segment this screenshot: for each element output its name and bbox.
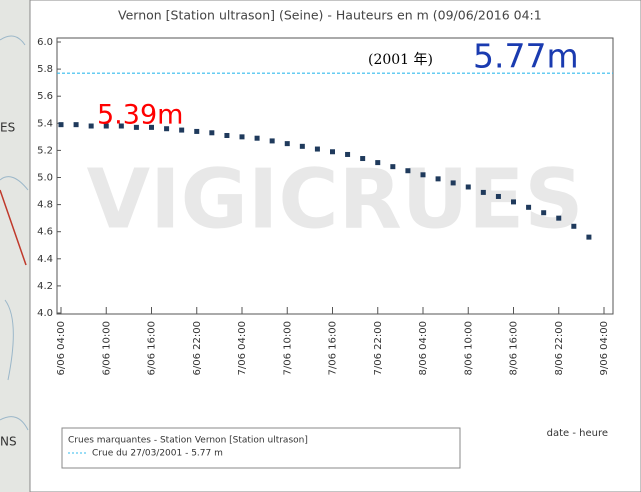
point	[465, 184, 471, 190]
x-tick-label: 6/06 22:00	[192, 321, 203, 375]
x-tick-label: 7/06 04:00	[237, 321, 248, 375]
point	[149, 124, 154, 130]
point	[420, 172, 426, 178]
point	[345, 151, 351, 157]
point	[390, 164, 396, 170]
y-tick-label: 4.2	[37, 281, 53, 292]
map-label: NS	[0, 435, 17, 449]
map-river	[0, 35, 29, 431]
x-tick-label: 8/06 16:00	[509, 321, 520, 375]
x-tick-label: 6/06 10:00	[101, 321, 112, 375]
map	[0, 0, 30, 492]
point	[284, 141, 290, 147]
point	[556, 215, 562, 221]
point	[435, 176, 441, 182]
point	[58, 122, 64, 128]
point	[88, 123, 94, 129]
map-strip: ES NS	[0, 0, 30, 492]
point	[299, 143, 305, 149]
x-tick-label: 9/06 04:00	[599, 321, 610, 375]
y-tick-label: 5.6	[37, 91, 53, 102]
point	[541, 210, 547, 216]
legend-entry: Crue du 27/03/2001 - 5.77 m	[92, 449, 223, 459]
chart-panel	[29, 0, 641, 492]
point	[224, 132, 230, 138]
x-tick-label: 8/06 04:00	[418, 321, 429, 375]
point	[571, 223, 577, 229]
x-tick-label: 7/06 22:00	[373, 321, 384, 375]
point	[179, 127, 185, 133]
point	[164, 126, 170, 132]
point	[103, 123, 109, 129]
chart-title: Vernon [Station ultrason] (Seine) - Haut…	[118, 8, 542, 23]
point	[133, 124, 139, 130]
annotation: (2001 年)	[368, 52, 433, 68]
legend-title: Crues marquantes - Station Vernon [Stati…	[68, 436, 308, 446]
point	[254, 135, 260, 141]
annotation: 5.39m	[97, 100, 183, 131]
x-axis-label: date - heure	[547, 428, 608, 439]
legend-box	[61, 427, 461, 469]
point	[118, 123, 124, 129]
x-tick-label: 8/06 10:00	[463, 321, 474, 375]
y-tick-label: 5.0	[37, 173, 53, 184]
point	[526, 204, 532, 210]
y-tick-label: 4.4	[37, 254, 53, 265]
x-tick-label: 7/06 16:00	[328, 321, 339, 375]
point	[269, 138, 275, 144]
point	[73, 122, 79, 128]
x-tick-label: 8/06 22:00	[554, 321, 565, 375]
x-tick-label: 6/06 16:00	[147, 321, 158, 375]
point	[511, 199, 516, 205]
annotation: 5.77m	[473, 37, 579, 76]
x-tick-label: 7/06 10:00	[282, 321, 293, 375]
point	[450, 180, 456, 186]
watermark: VIGICRUES	[87, 152, 584, 247]
map-label: ES	[0, 121, 15, 135]
point	[314, 146, 320, 152]
point	[330, 149, 335, 155]
y-tick-label: 5.8	[37, 64, 53, 75]
y-tick-label: 4.8	[37, 200, 53, 211]
y-tick-label: 4.6	[37, 227, 53, 238]
point	[360, 156, 366, 162]
point	[375, 160, 381, 166]
plot-frame	[56, 37, 614, 315]
point	[239, 134, 245, 140]
point	[209, 130, 215, 136]
point	[194, 128, 200, 134]
point	[480, 189, 486, 195]
point	[405, 168, 411, 174]
y-tick-label: 5.2	[37, 145, 53, 156]
y-tick-label: 4.0	[37, 308, 53, 319]
y-tick-label: 5.4	[37, 118, 53, 129]
y-tick-label: 6.0	[37, 37, 53, 48]
pointer-line	[0, 189, 27, 266]
point	[495, 193, 501, 199]
x-tick-label: 6/06 04:00	[56, 321, 67, 375]
point	[586, 234, 592, 240]
